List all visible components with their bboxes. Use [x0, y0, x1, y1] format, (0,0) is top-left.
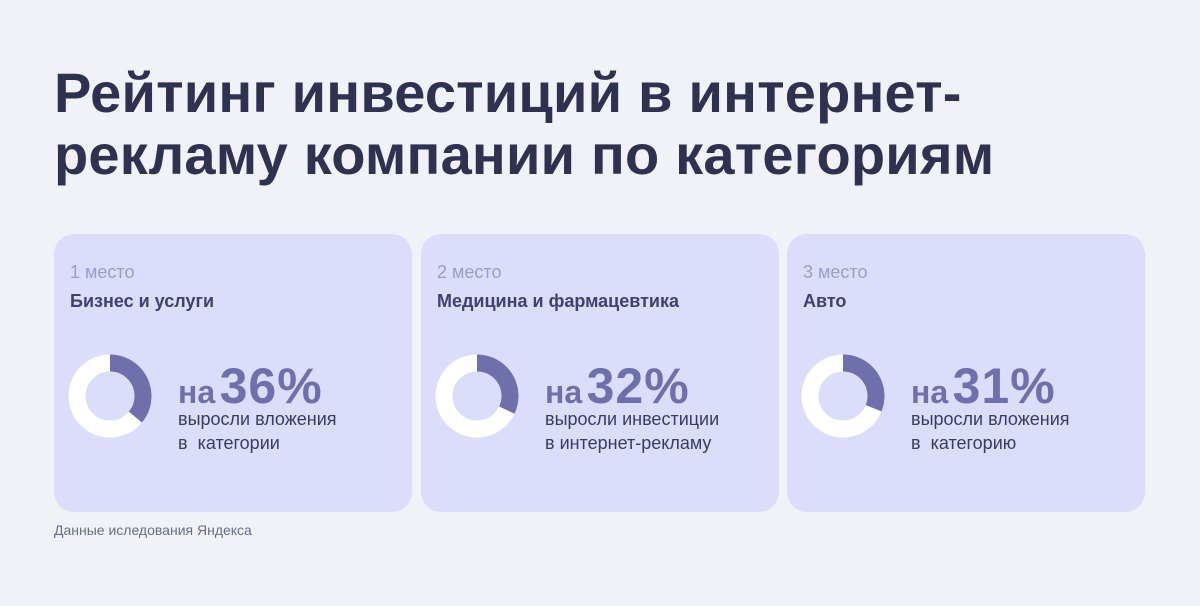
growth-prefix: на — [178, 374, 216, 410]
donut-chart — [801, 354, 885, 438]
growth-prefix: на — [545, 374, 583, 410]
source-note: Данные иследования Яндекса — [54, 522, 252, 538]
category-cards: 1 место Бизнес и услуги на 36% выросли в… — [54, 234, 1146, 512]
donut-chart — [435, 354, 519, 438]
rank-label: 2 место — [437, 262, 502, 282]
page-title: Рейтинг инвестиций в интернет- рекламу к… — [54, 62, 1154, 186]
donut-slice — [68, 354, 152, 438]
donut-slice — [801, 354, 885, 438]
category-card-2: 2 место Медицина и фармацевтика на 32% в… — [421, 234, 779, 512]
growth-description: выросли вложения в категории — [178, 409, 337, 453]
growth-description: выросли инвестиции в интернет-рекламу — [545, 409, 720, 453]
category-name: Медицина и фармацевтика — [437, 291, 679, 311]
growth-value: 31% — [952, 358, 1056, 414]
donut-chart — [68, 354, 152, 438]
category-card-3: 3 место Авто на 31% выросли вложения в к… — [787, 234, 1145, 512]
donut-svg — [68, 354, 152, 438]
title-line-2: рекламу компании по категориям — [54, 123, 995, 186]
donut-slice — [435, 354, 519, 438]
growth-prefix: на — [911, 374, 949, 410]
donut-svg — [801, 354, 885, 438]
growth-value: 36% — [219, 358, 323, 414]
growth-value: 32% — [586, 358, 690, 414]
growth-description: выросли вложения в категорию — [911, 409, 1070, 453]
category-name: Бизнес и услуги — [70, 291, 215, 311]
rank-label: 1 место — [70, 262, 135, 282]
title-line-1: Рейтинг инвестиций в интернет- — [54, 61, 962, 124]
category-name: Авто — [803, 291, 847, 311]
growth-stat: на 32% — [545, 357, 690, 415]
growth-stat: на 36% — [178, 357, 323, 415]
rank-label: 3 место — [803, 262, 868, 282]
growth-stat: на 31% — [911, 357, 1056, 415]
donut-svg — [435, 354, 519, 438]
category-card-1: 1 место Бизнес и услуги на 36% выросли в… — [54, 234, 412, 512]
